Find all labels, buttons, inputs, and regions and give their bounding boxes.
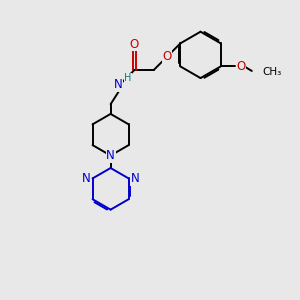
Text: O: O bbox=[130, 38, 139, 51]
Text: CH₃: CH₃ bbox=[262, 68, 281, 77]
Text: H: H bbox=[124, 74, 131, 83]
Text: N: N bbox=[82, 172, 90, 185]
Text: N: N bbox=[106, 149, 115, 162]
Text: N: N bbox=[131, 172, 140, 185]
Text: N: N bbox=[114, 78, 122, 92]
Text: O: O bbox=[163, 50, 172, 63]
Text: O: O bbox=[236, 60, 245, 73]
